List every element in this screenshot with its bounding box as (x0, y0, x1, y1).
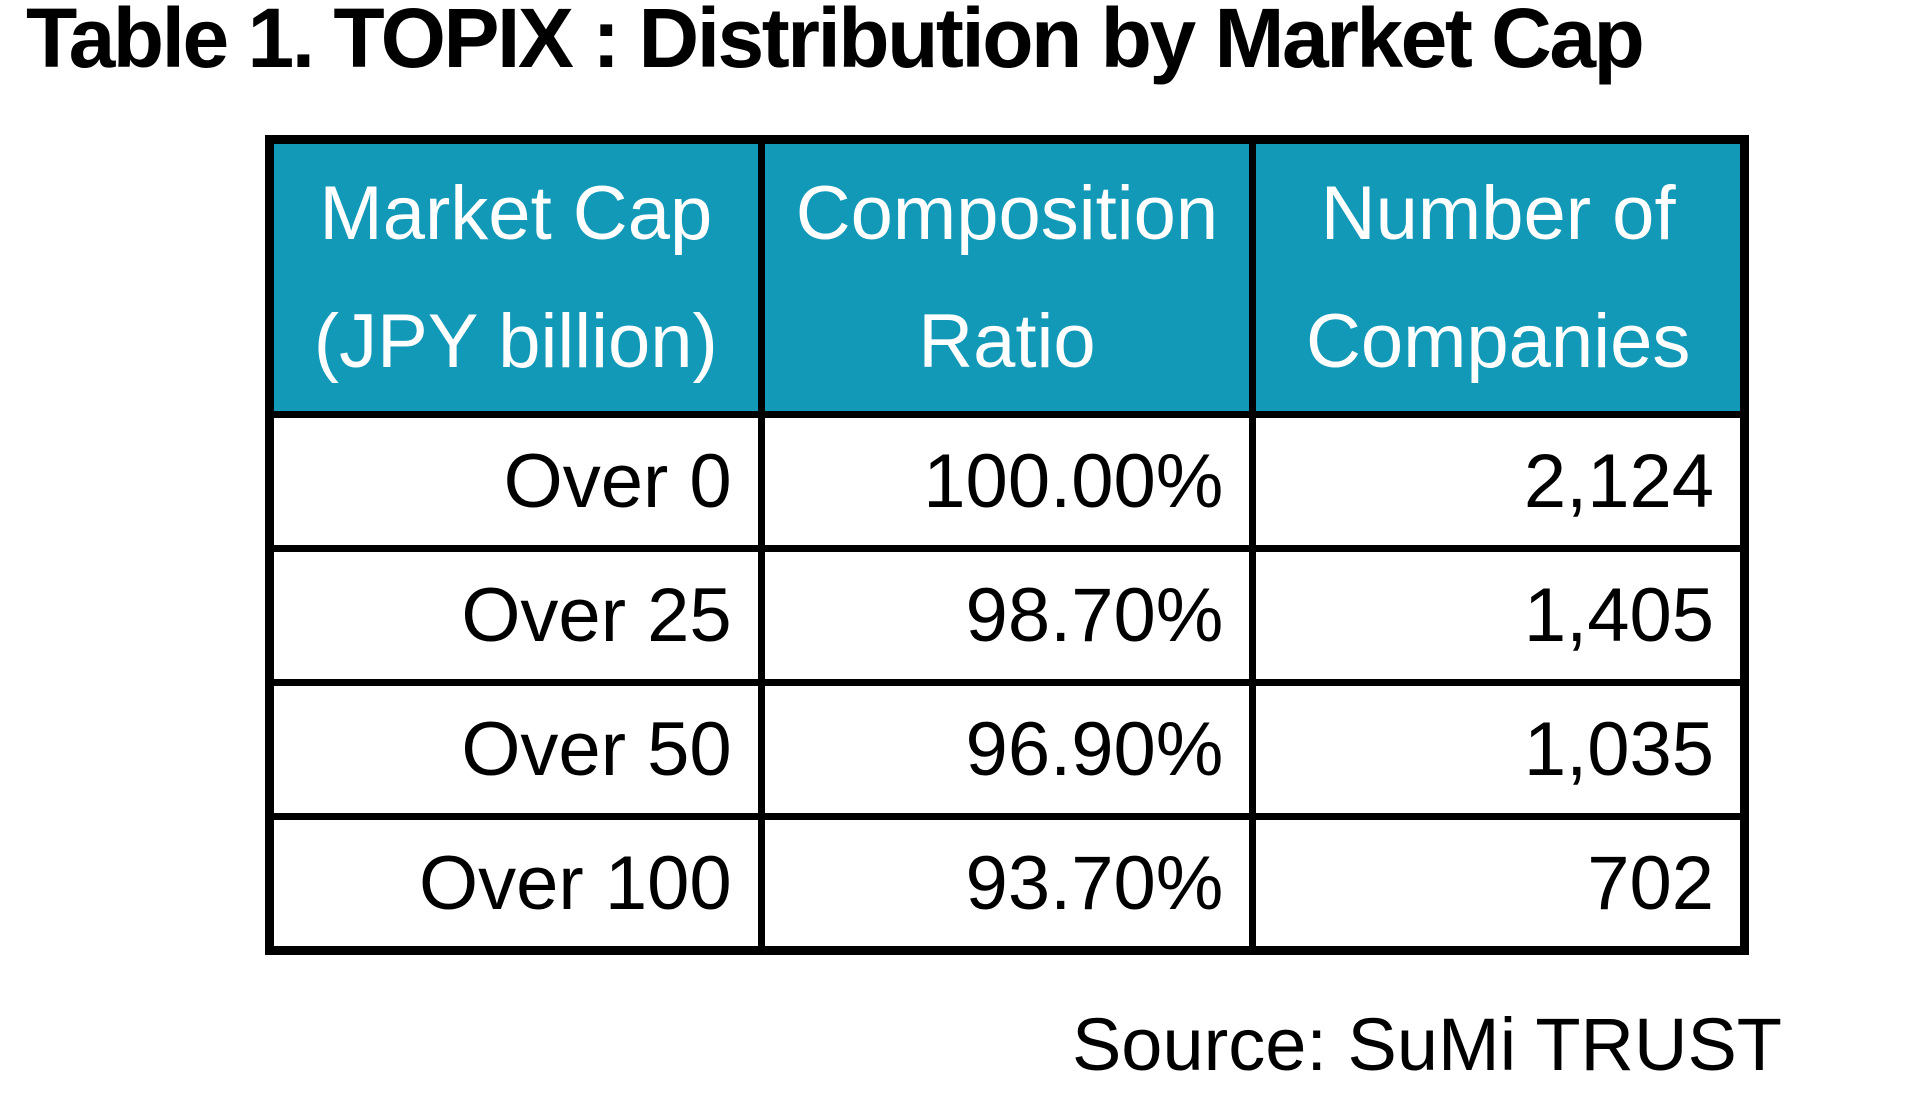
column-header-number-of-companies-line1: Number of (1320, 170, 1676, 256)
column-header-market-cap-line1: Market Cap (319, 170, 713, 256)
cell-market-cap: Over 0 (266, 411, 765, 552)
source-attribution: Source: SuMi TRUST (1071, 1003, 1782, 1086)
table-header: Market Cap (JPY billion) Composition Rat… (266, 136, 1748, 418)
cell-num-companies: 1,405 (1249, 545, 1748, 686)
column-header-market-cap-line2: (JPY billion) (313, 298, 718, 384)
column-header-composition-ratio-line2: Ratio (918, 298, 1096, 384)
cell-composition-ratio: 98.70% (757, 545, 1257, 686)
table-header-row: Market Cap (JPY billion) Composition Rat… (266, 136, 1748, 418)
column-header-composition-ratio-line1: Composition (795, 170, 1219, 256)
table-body: Over 0 100.00% 2,124 Over 25 98.70% 1,40… (266, 411, 1748, 954)
column-header-composition-ratio: Composition Ratio (757, 136, 1257, 418)
cell-market-cap: Over 25 (266, 545, 765, 686)
table-row: Over 50 96.90% 1,035 (266, 679, 1748, 820)
column-header-market-cap: Market Cap (JPY billion) (266, 136, 765, 418)
page-title: Table 1. TOPIX : Distribution by Market … (26, 0, 1645, 85)
cell-num-companies: 2,124 (1249, 411, 1748, 552)
cell-num-companies: 1,035 (1249, 679, 1748, 820)
cell-market-cap: Over 100 (266, 813, 765, 954)
cell-composition-ratio: 93.70% (757, 813, 1257, 954)
cell-market-cap: Over 50 (266, 679, 765, 820)
table-row: Over 100 93.70% 702 (266, 813, 1748, 954)
cell-num-companies: 702 (1249, 813, 1748, 954)
table-row: Over 25 98.70% 1,405 (266, 545, 1748, 686)
market-cap-table: Market Cap (JPY billion) Composition Rat… (265, 135, 1749, 955)
table-row: Over 0 100.00% 2,124 (266, 411, 1748, 552)
cell-composition-ratio: 100.00% (757, 411, 1257, 552)
column-header-number-of-companies-line2: Companies (1305, 298, 1691, 384)
column-header-number-of-companies: Number of Companies (1249, 136, 1748, 418)
cell-composition-ratio: 96.90% (757, 679, 1257, 820)
